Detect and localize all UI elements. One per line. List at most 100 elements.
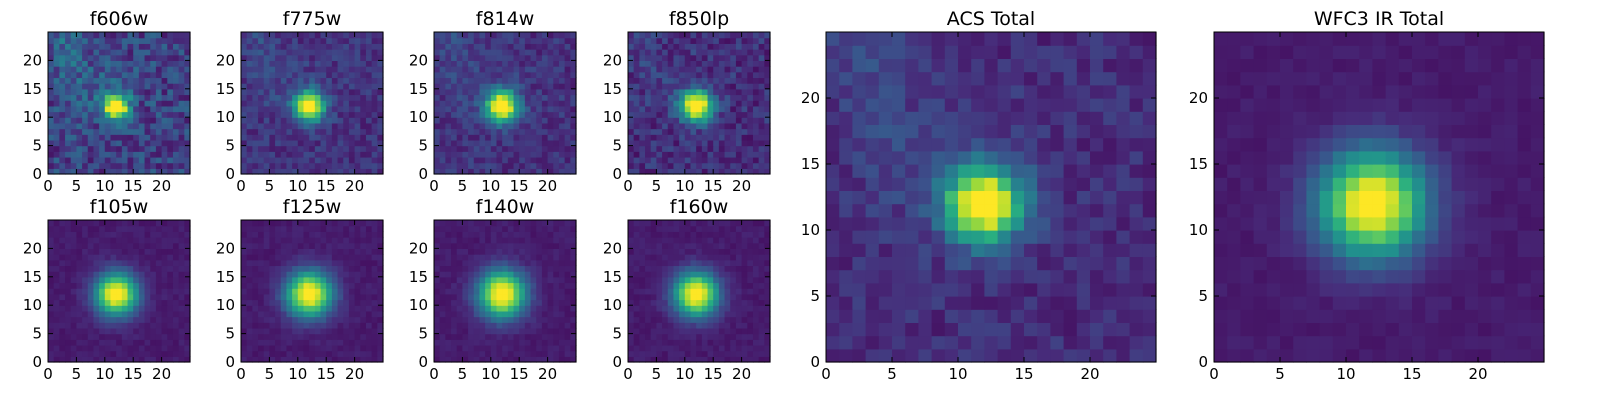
heatmap-cell bbox=[718, 344, 726, 352]
heatmap-cell bbox=[138, 54, 146, 61]
heatmap-cell bbox=[730, 111, 737, 118]
heatmap-cell bbox=[303, 310, 310, 318]
heatmap-cell bbox=[354, 60, 361, 67]
heatmap-cell bbox=[127, 248, 134, 255]
heatmap-cell bbox=[530, 111, 537, 118]
y-tick-label: 10 bbox=[216, 108, 235, 126]
heatmap-cell bbox=[656, 43, 663, 50]
heatmap-cell bbox=[502, 231, 509, 238]
heatmap-cell bbox=[303, 139, 310, 147]
heatmap-cell bbox=[541, 276, 549, 284]
heatmap-cell bbox=[343, 299, 350, 306]
heatmap-cell bbox=[439, 282, 446, 289]
heatmap-cell bbox=[258, 265, 265, 272]
heatmap-cell bbox=[297, 43, 305, 50]
heatmap-cell bbox=[178, 37, 185, 44]
heatmap-cell bbox=[673, 333, 680, 340]
heatmap-cell bbox=[718, 276, 726, 284]
heatmap-cell bbox=[679, 288, 686, 295]
heatmap-cell bbox=[252, 37, 259, 44]
heatmap-cell bbox=[258, 32, 265, 39]
heatmap-cell bbox=[662, 37, 669, 44]
heatmap-cell bbox=[496, 83, 503, 90]
heatmap-cell bbox=[679, 60, 686, 67]
heatmap-cell bbox=[155, 94, 163, 101]
heatmap-cell bbox=[553, 145, 560, 152]
heatmap-cell bbox=[558, 54, 566, 61]
heatmap-cell bbox=[696, 122, 703, 130]
heatmap-cell bbox=[161, 225, 168, 232]
heatmap-cell bbox=[331, 276, 339, 284]
heatmap-cell bbox=[252, 259, 259, 267]
heatmap-cell bbox=[138, 71, 146, 79]
heatmap-cell bbox=[172, 37, 180, 44]
heatmap-cell bbox=[451, 248, 458, 255]
heatmap-cell bbox=[144, 88, 151, 96]
heatmap-cell bbox=[292, 254, 299, 261]
heatmap-cell bbox=[479, 316, 486, 323]
heatmap-cell bbox=[451, 139, 458, 147]
heatmap-cell bbox=[707, 293, 714, 301]
heatmap-cell bbox=[764, 139, 771, 147]
heatmap-cell bbox=[133, 310, 140, 318]
heatmap-cell bbox=[377, 117, 384, 124]
heatmap-cell bbox=[713, 134, 720, 141]
heatmap-cell bbox=[82, 265, 89, 272]
heatmap-cell bbox=[104, 248, 112, 255]
heatmap-cell bbox=[650, 339, 657, 346]
heatmap-cell bbox=[479, 242, 486, 249]
heatmap-cell bbox=[758, 356, 765, 363]
heatmap-cell bbox=[524, 71, 532, 79]
heatmap-cell bbox=[258, 271, 265, 278]
heatmap-cell bbox=[519, 94, 526, 101]
heatmap-cell bbox=[530, 259, 537, 267]
heatmap-cell bbox=[331, 299, 339, 306]
heatmap-cell bbox=[513, 49, 520, 56]
heatmap-cell bbox=[707, 83, 714, 90]
heatmap-cell bbox=[690, 322, 697, 329]
heatmap-cell bbox=[371, 254, 378, 261]
heatmap-cell bbox=[365, 60, 373, 67]
heatmap-cell bbox=[337, 293, 344, 301]
heatmap-cell bbox=[178, 156, 185, 164]
heatmap-cell bbox=[558, 305, 566, 312]
heatmap-cell bbox=[690, 122, 697, 130]
heatmap-cell bbox=[558, 49, 566, 56]
heatmap-cell bbox=[558, 350, 566, 357]
heatmap-cell bbox=[451, 254, 458, 261]
heatmap-cell bbox=[564, 105, 571, 113]
heatmap-cell bbox=[161, 145, 168, 152]
heatmap-cell bbox=[303, 254, 310, 261]
heatmap-cell bbox=[167, 265, 174, 272]
heatmap-cell bbox=[104, 322, 112, 329]
heatmap-cell bbox=[735, 71, 743, 79]
heatmap-cell bbox=[241, 356, 248, 363]
heatmap-cell bbox=[724, 327, 731, 335]
heatmap-cell bbox=[331, 83, 339, 90]
heatmap-cell bbox=[724, 339, 731, 346]
heatmap-cell bbox=[275, 254, 282, 261]
heatmap-cell bbox=[564, 117, 571, 124]
heatmap-cell bbox=[252, 237, 259, 244]
heatmap-cell bbox=[309, 288, 316, 295]
heatmap-cell bbox=[241, 299, 248, 306]
heatmap-cell bbox=[59, 32, 66, 39]
heatmap-cell bbox=[258, 242, 265, 249]
heatmap-cell bbox=[150, 60, 157, 67]
heatmap-cell bbox=[519, 37, 526, 44]
heatmap-cell bbox=[547, 220, 554, 227]
heatmap-cell bbox=[718, 105, 726, 113]
heatmap-cell bbox=[155, 333, 163, 340]
heatmap-cell bbox=[707, 299, 714, 306]
heatmap-cell bbox=[93, 259, 100, 267]
heatmap-cell bbox=[241, 242, 248, 249]
heatmap-cell bbox=[53, 145, 60, 152]
heatmap-cell bbox=[439, 225, 446, 232]
heatmap-cell bbox=[354, 231, 361, 238]
heatmap-cell bbox=[241, 344, 248, 352]
heatmap-cell bbox=[570, 231, 577, 238]
heatmap-cell bbox=[65, 276, 72, 284]
heatmap-cell bbox=[536, 37, 543, 44]
heatmap-cell bbox=[633, 49, 640, 56]
heatmap-cell bbox=[656, 299, 663, 306]
